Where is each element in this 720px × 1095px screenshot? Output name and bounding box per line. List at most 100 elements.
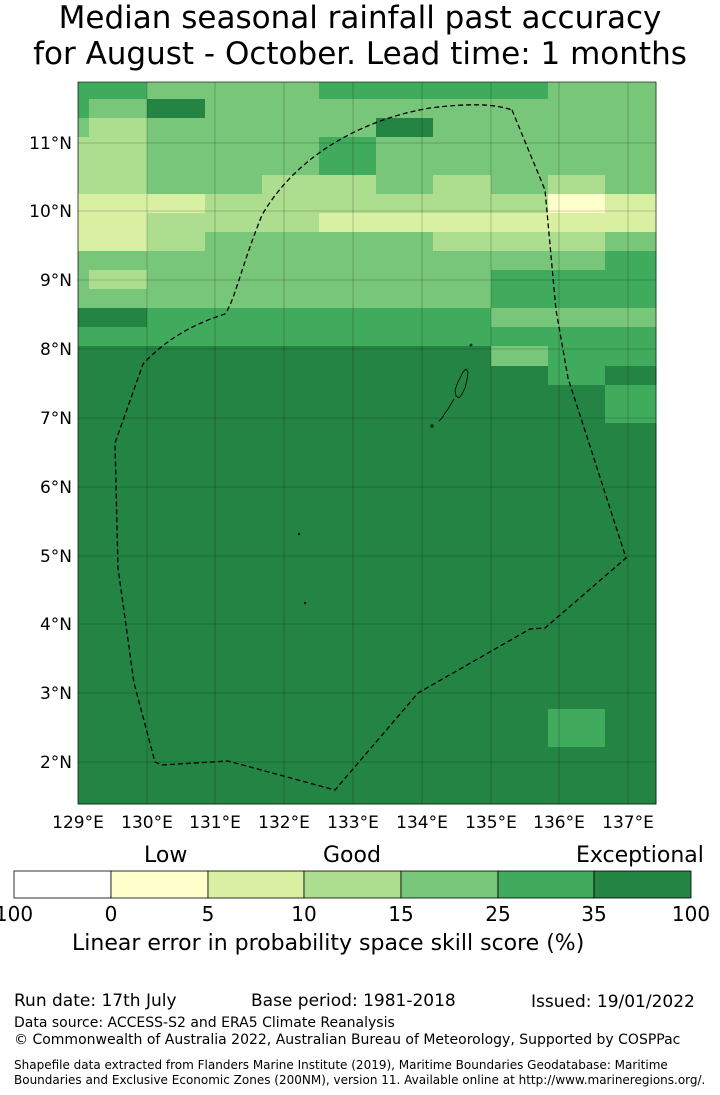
skill-cell — [147, 366, 206, 386]
skill-cell — [605, 633, 657, 653]
skill-cell — [262, 728, 320, 748]
skill-cell — [78, 690, 90, 710]
skill-cell — [491, 728, 549, 748]
kayangel-island — [469, 343, 473, 347]
skill-cell — [147, 480, 206, 501]
colorbar-tick-label: 5 — [202, 902, 215, 926]
skill-cell — [548, 480, 606, 501]
skill-cell — [433, 709, 492, 729]
skill-cell — [205, 385, 263, 405]
skill-cell — [605, 557, 657, 577]
skill-cell — [605, 480, 657, 501]
skill-cell — [89, 576, 148, 596]
skill-cell — [548, 99, 606, 119]
skill-cell — [262, 82, 320, 100]
skill-cell — [205, 652, 263, 672]
skill-cell — [433, 576, 492, 596]
skill-cell — [319, 175, 377, 195]
map-frame — [77, 81, 657, 805]
skill-cell — [147, 137, 206, 157]
skill-cell — [205, 690, 263, 710]
skill-cell — [605, 270, 657, 290]
skill-cell — [205, 671, 263, 691]
skill-cell — [89, 175, 148, 195]
skill-cell — [491, 99, 549, 119]
skill-cell — [605, 213, 657, 233]
skill-cell — [262, 690, 320, 710]
skill-cell — [147, 270, 206, 290]
skill-cell — [433, 595, 492, 615]
skill-cell — [262, 614, 320, 634]
colorbar-segment — [207, 870, 305, 899]
longitude-label: 130°E — [121, 813, 173, 833]
skill-cell — [433, 538, 492, 558]
skill-cell — [262, 557, 320, 577]
skill-cell — [376, 557, 434, 577]
skill-cell — [78, 671, 90, 691]
skill-cell — [147, 156, 206, 176]
skill-cell — [548, 346, 606, 367]
skill-cell — [491, 156, 549, 176]
skill-cell — [491, 213, 549, 233]
skill-cell — [491, 442, 549, 462]
skill-cell — [319, 232, 377, 252]
skill-cell — [376, 194, 434, 214]
skill-cell — [78, 346, 90, 367]
skill-cell — [147, 346, 206, 367]
skill-cell — [89, 747, 148, 767]
skill-cell — [147, 728, 206, 748]
skill-cell — [262, 366, 320, 386]
skill-cell — [89, 156, 148, 176]
skill-cell — [262, 442, 320, 462]
copyright: © Commonwealth of Australia 2022, Austra… — [14, 1032, 681, 1048]
skill-cell — [376, 614, 434, 634]
colorbar: 100 0 5 10 15 25 35 100 — [0, 870, 710, 926]
skill-cell — [605, 766, 657, 786]
legend-exceptional-label: Exceptional — [576, 843, 704, 868]
skill-cell — [78, 709, 90, 729]
skill-cell — [548, 538, 606, 558]
skill-cell — [319, 595, 377, 615]
skill-cell — [376, 728, 434, 748]
skill-cell — [433, 232, 492, 252]
skill-cell — [376, 652, 434, 672]
skill-cell — [319, 118, 377, 138]
longitude-label: 129°E — [52, 813, 104, 833]
skill-cell — [262, 595, 320, 615]
skill-cell — [491, 327, 549, 347]
skill-cell — [319, 308, 377, 328]
axis-labels: 129°E 130°E 131°E 132°E 133°E 134°E 135°E 136°E… — [29, 134, 654, 833]
skill-cell — [433, 137, 492, 157]
skill-cell — [548, 747, 606, 767]
shapefile-credit-line1: Shapefile data extracted from Flanders M… — [14, 1058, 668, 1072]
skill-cell — [605, 747, 657, 767]
skill-cell — [491, 671, 549, 691]
peleliu-island — [430, 424, 434, 428]
skill-cell — [433, 99, 492, 119]
skill-cell — [491, 232, 549, 252]
skill-cell — [376, 118, 434, 138]
skill-cell — [147, 442, 206, 462]
skill-cell — [262, 519, 320, 539]
palau-islands — [297, 343, 473, 605]
data-source: Data source: ACCESS-S2 and ERA5 Climate … — [14, 1015, 395, 1031]
skill-cell — [605, 118, 657, 138]
legend-good-label: Good — [323, 843, 381, 868]
skill-cell — [605, 614, 657, 634]
skill-cell — [548, 671, 606, 691]
skill-cell — [147, 614, 206, 634]
skill-cell — [89, 327, 148, 347]
skill-cell — [548, 156, 606, 176]
skill-cell — [433, 766, 492, 786]
skill-cell — [376, 576, 434, 596]
skill-cell — [262, 175, 320, 195]
skill-cell — [491, 423, 549, 443]
skill-cell — [319, 423, 377, 443]
skill-cell — [147, 595, 206, 615]
skill-cell — [491, 576, 549, 596]
skill-cell — [376, 519, 434, 539]
skill-cell — [491, 404, 549, 424]
skill-cell — [78, 270, 90, 290]
skill-cell — [433, 633, 492, 653]
skill-cell — [205, 709, 263, 729]
